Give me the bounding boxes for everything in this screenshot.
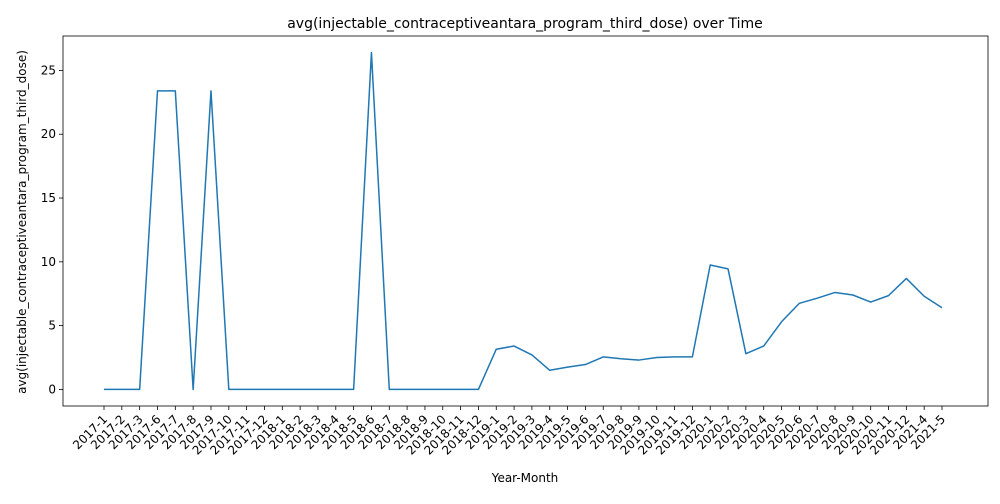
series-line — [104, 53, 942, 390]
y-tick-label: 5 — [48, 319, 56, 333]
x-axis-label: Year-Month — [491, 471, 559, 485]
chart-title: avg(injectable_contraceptiveantara_progr… — [287, 16, 763, 32]
y-tick-label: 20 — [41, 127, 56, 141]
y-axis-label: avg(injectable_contraceptiveantara_progr… — [15, 50, 29, 394]
y-tick-label: 10 — [41, 255, 56, 269]
y-tick-label: 25 — [41, 63, 56, 77]
y-tick-label: 15 — [41, 191, 56, 205]
y-tick-label: 0 — [48, 382, 56, 396]
y-axis: 0 5 10 15 20 25 — [41, 63, 63, 396]
plot-area — [63, 36, 988, 406]
x-axis: 2017-12017-22017-32017-62017-72017-82017… — [70, 406, 948, 458]
plot-frame — [63, 36, 988, 406]
